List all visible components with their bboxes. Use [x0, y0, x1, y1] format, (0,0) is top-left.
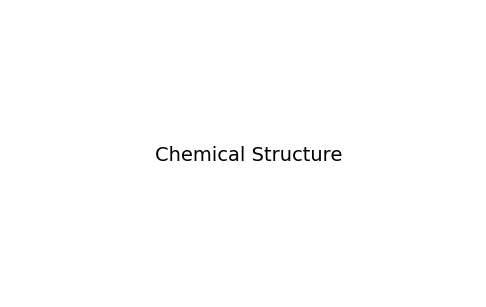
Text: Chemical Structure: Chemical Structure: [156, 146, 343, 165]
